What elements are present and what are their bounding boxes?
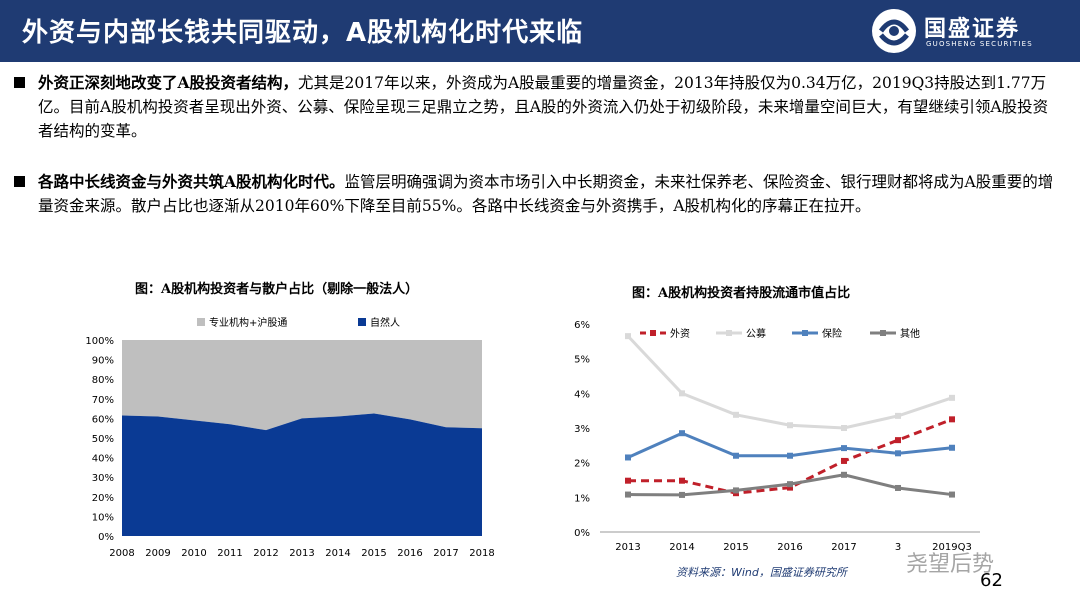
x-tick-label: 2016: [777, 542, 802, 553]
x-tick-label: 2009: [145, 548, 170, 559]
watermark: 尧望后势: [906, 552, 995, 577]
chart1-area-chart: 0% 10% 20% 30% 40% 50% 60% 70% 80% 90% 100% 2008 200…: [85, 336, 494, 559]
data-point: [841, 457, 847, 464]
area-retail: [122, 413, 482, 536]
data-point: [787, 484, 793, 491]
data-point: [787, 422, 793, 429]
logo-name: 国盛证券: [924, 17, 1021, 42]
paragraph-heading: 各路中长线资金与外资共筑A股机构化时代。: [38, 172, 345, 191]
x-tick-label: 2015: [723, 542, 748, 553]
x-tick-label: 2016: [397, 548, 422, 559]
source-note: 资料来源：Wind，国盛证券研究所: [676, 566, 847, 579]
x-tick-label: 2013: [289, 548, 314, 559]
data-point: [895, 437, 901, 444]
data-point: [679, 390, 685, 397]
data-point: [895, 412, 901, 419]
chart1-legend-institutional: 专业机构+沪股通: [197, 314, 287, 329]
x-tick-label: 3: [895, 542, 901, 553]
x-tick-label: 2012: [253, 548, 278, 559]
legend-marker: [880, 330, 886, 336]
data-point: [625, 477, 631, 484]
bullet-icon: [14, 77, 25, 88]
chart2-title: 图：A股机构投资者持股流通市值占比: [632, 286, 851, 301]
x-tick-label: 2013: [615, 542, 640, 553]
y-tick-label: 60%: [92, 414, 114, 425]
data-point: [625, 333, 631, 340]
legend-swatch: [197, 318, 205, 326]
y-tick-label: 90%: [92, 356, 114, 367]
data-point: [679, 430, 685, 437]
y-tick-label: 0%: [574, 528, 590, 539]
page-title: 外资与内部长钱共同驱动，A股机构化时代来临: [22, 18, 584, 48]
y-tick-label: 10%: [92, 512, 114, 523]
legend-label: 公募: [746, 327, 766, 340]
y-tick-label: 1%: [574, 493, 590, 504]
y-tick-label: 5%: [574, 355, 590, 366]
y-tick-label: 6%: [574, 320, 590, 331]
data-point: [841, 445, 847, 452]
area-institutional: [122, 340, 482, 431]
data-point: [949, 491, 955, 498]
y-tick-label: 50%: [92, 434, 114, 445]
x-tick-label: 2010: [181, 548, 206, 559]
chart1-legend-retail: 自然人: [358, 314, 400, 329]
paragraph-body: 尤其是2017年以来，外资成为A股最重要的增量资金，2013年持股仅为0.34万…: [38, 74, 1049, 140]
title-bar: 外资与内部长钱共同驱动，A股机构化时代来临 国盛证券 GUOSHENG SECU…: [0, 0, 1080, 62]
chart1-title: 图：A股机构投资者与散户占比（剔除一般法人）: [135, 282, 419, 297]
data-point: [949, 444, 955, 451]
x-tick-label: 2014: [669, 542, 694, 553]
data-point: [949, 394, 955, 401]
y-tick-label: 4%: [574, 389, 590, 400]
legend-marker: [726, 330, 732, 336]
data-point: [733, 411, 739, 418]
data-point: [841, 471, 847, 478]
data-point: [787, 452, 793, 459]
data-point: [679, 477, 685, 484]
y-tick-label: 80%: [92, 375, 114, 386]
y-tick-label: 30%: [92, 473, 114, 484]
y-tick-label: 40%: [92, 454, 114, 465]
data-point: [625, 491, 631, 498]
data-point: [841, 425, 847, 431]
y-tick-label: 100%: [85, 336, 114, 347]
y-tick-label: 2%: [574, 459, 590, 470]
bullet-icon: [14, 176, 25, 187]
logo-subtitle: GUOSHENG SECURITIES: [926, 40, 1033, 48]
y-tick-label: 70%: [92, 395, 114, 406]
series-line-公募: [626, 335, 953, 430]
logo: 国盛证券 GUOSHENG SECURITIES: [872, 9, 1068, 55]
paragraph-foreign-capital: 外资正深刻地改变了A股投资者结构，尤其是2017年以来，外资成为A股最重要的增量…: [14, 71, 1058, 143]
data-point: [895, 484, 901, 491]
x-tick-label: 2019Q3: [932, 542, 972, 553]
legend-marker: [802, 330, 808, 336]
x-tick-label: 2011: [217, 548, 242, 559]
page-number: 62: [980, 570, 1003, 591]
y-tick-label: 0%: [98, 532, 114, 543]
legend-swatch: [358, 318, 366, 326]
x-tick-label: 2017: [433, 548, 458, 559]
legend-label: 外资: [670, 328, 690, 340]
chart2-line-chart: 0% 1% 2% 3% 4% 5% 6% 2013 2014 2015 2016 2017 3 2019Q…: [574, 320, 980, 553]
data-point: [625, 454, 631, 461]
data-point: [733, 487, 739, 494]
y-tick-label: 20%: [92, 493, 114, 504]
paragraph-heading: 外资正深刻地改变了A股投资者结构，: [38, 73, 299, 92]
y-tick-label: 3%: [574, 424, 590, 435]
data-point: [787, 481, 793, 488]
paragraph-body: 监管层明确强调为资本市场引入中长期资金，未来社保养老、保险资金、银行理财都将成为…: [38, 173, 1054, 215]
x-tick-label: 2018: [469, 548, 494, 559]
x-tick-label: 2008: [109, 548, 134, 559]
x-tick-label: 2015: [361, 548, 386, 559]
legend-label: 保险: [822, 327, 842, 340]
legend-label: 其他: [900, 327, 920, 340]
x-tick-label: 2014: [325, 548, 350, 559]
data-point: [733, 452, 739, 459]
legend-marker: [650, 330, 656, 336]
logo-icon: [872, 9, 916, 53]
data-point: [895, 450, 901, 457]
x-tick-label: 2017: [831, 542, 856, 553]
data-point: [679, 491, 685, 498]
data-point: [949, 416, 955, 423]
paragraph-long-term-capital: 各路中长线资金与外资共筑A股机构化时代。监管层明确强调为资本市场引入中长期资金，…: [14, 170, 1058, 218]
